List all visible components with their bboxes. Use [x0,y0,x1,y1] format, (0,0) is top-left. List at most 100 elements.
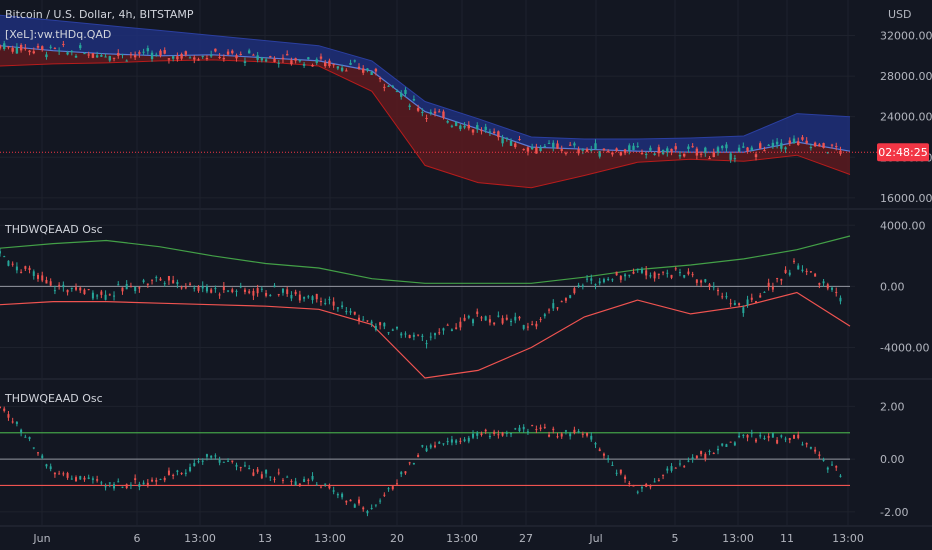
price-candle [41,46,44,50]
price-candle [112,57,116,59]
price-candle [547,142,551,144]
osc1-candle [248,291,251,293]
osc1-candle [463,317,466,321]
osc1-candle [488,319,491,323]
osc1-candle [11,263,14,265]
osc2-candle [396,483,399,485]
price-candle [573,143,576,146]
price-candle [809,146,813,149]
osc2-candle [307,479,310,481]
price-candle [699,153,703,155]
osc1-candle [142,280,145,283]
osc2-candle [510,433,513,435]
symbol-title: Bitcoin / U.S. Dollar, 4h, BITSTAMP [5,8,194,21]
price-candle [746,147,749,152]
price-candle [644,153,648,155]
price-candle [7,46,10,48]
price-candle [670,148,673,152]
osc2-candle [32,447,35,449]
price-candle [598,151,601,157]
price-candle [125,60,128,62]
price-candle [594,143,597,149]
osc1-candle [235,290,238,292]
osc1-candle [535,323,538,327]
osc2-candle [298,483,301,486]
osc2-candle [222,461,225,463]
osc2-candle [564,430,567,432]
time-axis-tick: 27 [519,532,533,545]
osc1-candle [269,294,272,297]
osc1-candle [712,286,715,288]
osc1-candle [510,320,513,323]
price-candle [813,142,817,147]
osc2-candle [201,460,204,462]
price-candle [298,59,302,62]
osc1-candle [163,283,166,285]
osc2-candle [831,464,834,466]
osc1-candle [286,289,289,294]
osc2-candle [281,479,284,481]
price-candle [184,51,188,55]
osc2-candle [746,434,749,438]
osc1-candle [396,326,399,329]
price-candle [442,111,445,118]
price-candle [471,129,475,133]
osc1-candle [683,274,686,278]
osc2-candle [214,455,217,457]
osc2-candle [53,472,56,475]
osc1-candle [391,329,394,331]
osc1-candle [750,297,753,300]
osc2-axis-tick: 0.00 [880,453,905,466]
price-candle [585,149,589,152]
osc1-candle [467,316,470,318]
osc1-candle [577,285,580,287]
osc1-candle [113,295,116,297]
osc1-candle [7,260,10,266]
osc1-candle [429,336,432,338]
osc1-candle [484,316,487,321]
osc2-candle [818,454,821,456]
osc1-candle [214,288,217,290]
osc1-candle [311,296,314,301]
osc1-candle [784,269,787,273]
osc2-candle [632,485,635,487]
price-candle [788,140,791,144]
osc1-candle [552,303,555,309]
osc2-candle [522,426,525,430]
time-axis-tick: 13:00 [446,532,478,545]
price-candle [214,48,217,52]
osc1-candle [708,284,711,287]
price-candle [395,90,399,92]
osc2-candle [0,406,1,409]
osc1-candle [797,265,800,270]
osc2-candle [205,454,208,457]
price-candle [780,142,783,149]
price-candle [133,55,137,58]
price-candle [302,64,306,66]
osc2-candle [172,474,175,476]
price-candle [100,55,103,57]
osc1-candle [336,307,339,309]
osc1-candle [818,283,821,285]
osc2-candle [328,485,331,489]
osc2-candle [341,493,344,498]
osc1-candle [602,279,605,283]
price-candle [835,146,838,148]
osc2-candle [640,487,643,489]
osc2-candle [628,483,631,485]
osc2-candle [176,470,179,472]
osc2-candle [303,479,306,483]
price-candle [247,50,251,54]
osc1-candle [704,279,707,282]
osc1-candle [362,319,365,321]
osc2-candle [294,481,297,486]
price-candle [733,158,737,160]
price-candle [146,48,150,52]
osc1-candle [243,289,246,292]
osc2-candle [146,482,149,485]
osc1-candle [657,273,660,276]
price-candle [180,53,183,59]
osc2-candle [239,467,242,469]
osc2-candle [366,511,369,514]
